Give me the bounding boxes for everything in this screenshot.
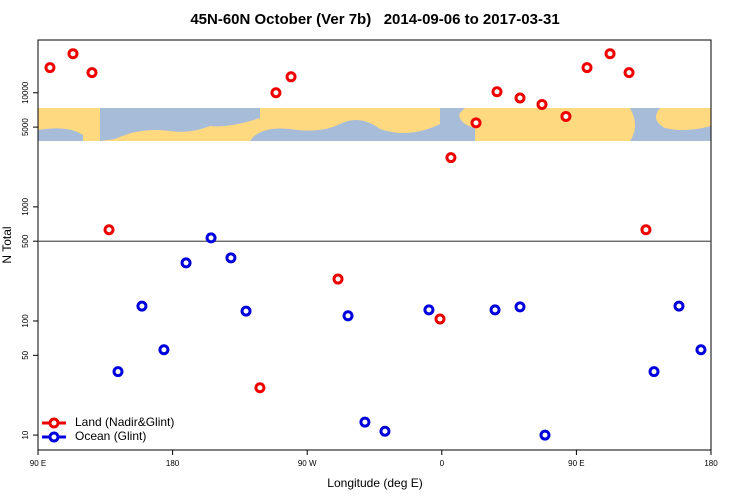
y-tick-label: 500 xyxy=(21,234,30,248)
legend-marker xyxy=(48,431,60,443)
point xyxy=(489,304,501,316)
y-tick-label: 10 xyxy=(21,430,30,439)
map-strip xyxy=(38,108,711,141)
point xyxy=(445,152,457,164)
point xyxy=(491,86,503,98)
map-ocean xyxy=(100,108,260,141)
point xyxy=(180,257,192,269)
point xyxy=(604,48,616,60)
point xyxy=(623,67,635,79)
point xyxy=(112,366,124,378)
legend-label: Ocean (Glint) xyxy=(75,429,146,443)
point xyxy=(270,87,282,99)
map-ocean xyxy=(250,108,475,141)
point xyxy=(67,48,79,60)
x-tick-label: 0 xyxy=(440,459,445,468)
point xyxy=(342,310,354,322)
map-ocean xyxy=(440,108,465,126)
chart-title: 45N-60N October (Ver 7b) 2014-09-06 to 2… xyxy=(190,11,559,28)
point xyxy=(470,117,482,129)
y-tick-label: 50 xyxy=(21,350,30,359)
point xyxy=(514,301,526,313)
x-tick-label: 90 W xyxy=(298,459,317,468)
point xyxy=(695,344,707,356)
point xyxy=(254,382,266,394)
x-tick-label: 180 xyxy=(704,459,718,468)
x-tick-label: 90 E xyxy=(30,459,46,468)
point xyxy=(673,300,685,312)
plot-frame xyxy=(37,39,712,451)
y-tick-label: 5000 xyxy=(21,118,30,136)
map-ocean xyxy=(38,128,83,141)
point xyxy=(379,425,391,437)
map-ocean xyxy=(630,108,711,141)
point xyxy=(640,224,652,236)
point xyxy=(285,71,297,83)
point xyxy=(560,110,572,122)
y-axis-label: N Total xyxy=(0,226,14,263)
x-axis-label: Longitude (deg E) xyxy=(327,476,422,490)
point xyxy=(648,366,660,378)
point xyxy=(86,67,98,79)
legend-marker xyxy=(48,417,60,429)
y-tick-label: 10000 xyxy=(21,81,30,104)
x-tick-label: 90 E xyxy=(568,459,584,468)
point xyxy=(434,313,446,325)
point xyxy=(158,344,170,356)
y-tick-label: 100 xyxy=(21,314,30,328)
point xyxy=(225,252,237,264)
point xyxy=(205,232,217,244)
point xyxy=(103,224,115,236)
point xyxy=(536,98,548,110)
x-tick-label: 180 xyxy=(166,459,180,468)
point xyxy=(44,62,56,74)
legend-label: Land (Nadir&Glint) xyxy=(75,415,174,429)
point xyxy=(240,305,252,317)
point xyxy=(581,62,593,74)
point xyxy=(136,300,148,312)
point xyxy=(423,304,435,316)
point xyxy=(359,416,371,428)
y-tick-label: 1000 xyxy=(21,197,30,215)
point xyxy=(514,92,526,104)
point xyxy=(539,429,551,441)
point xyxy=(332,273,344,285)
